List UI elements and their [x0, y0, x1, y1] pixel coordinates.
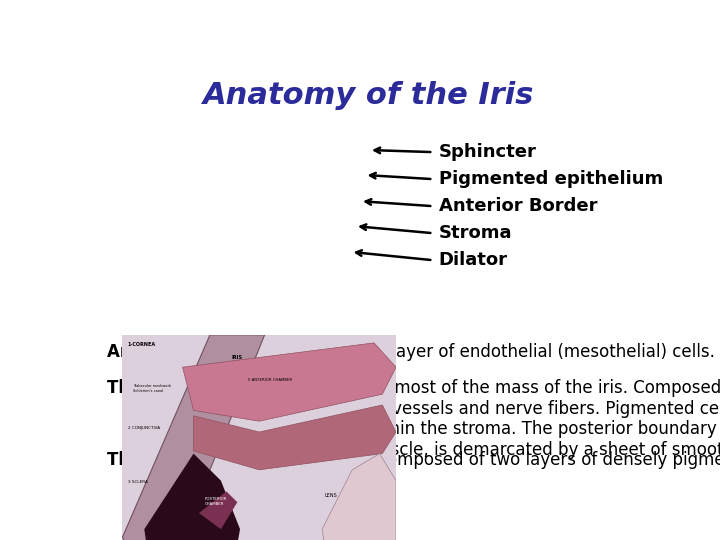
Polygon shape — [122, 335, 265, 540]
Polygon shape — [194, 405, 396, 470]
Polygon shape — [183, 343, 396, 421]
Text: Anterior Border-: Anterior Border- — [107, 343, 261, 361]
Text: 2 CONJUNCTIVA: 2 CONJUNCTIVA — [128, 426, 160, 430]
Text: The pigmented epithelium: The pigmented epithelium — [107, 451, 354, 469]
Text: LENS: LENS — [325, 493, 338, 498]
Polygon shape — [322, 454, 396, 540]
Text: Anterior Border: Anterior Border — [438, 197, 598, 215]
Polygon shape — [199, 491, 238, 529]
Text: Trabecular meshwork
Schlemm's canal: Trabecular meshwork Schlemm's canal — [133, 384, 171, 393]
Text: Anatomy of the Iris: Anatomy of the Iris — [203, 82, 535, 111]
Polygon shape — [144, 454, 240, 540]
Text: 5 ANTERIOR CHAMBER: 5 ANTERIOR CHAMBER — [248, 377, 292, 382]
Text: is composed of two layers of densely pigmented cells.: is composed of two layers of densely pig… — [354, 451, 720, 469]
Text: An incomplete layer of endothelial (mesothelial) cells.: An incomplete layer of endothelial (meso… — [261, 343, 715, 361]
Text: 3 SCLERA: 3 SCLERA — [128, 480, 148, 484]
Text: Pigmented epithelium: Pigmented epithelium — [438, 170, 663, 188]
Text: POSTERIOR
CHAMBER: POSTERIOR CHAMBER — [204, 497, 227, 506]
Text: IRIS: IRIS — [232, 355, 243, 360]
Text: 1-CORNEA: 1-CORNEA — [128, 342, 156, 347]
Text: Stroma: Stroma — [438, 224, 512, 242]
Text: The Irideal Stroma: The Irideal Stroma — [107, 379, 281, 397]
Text: Dilator: Dilator — [438, 251, 508, 269]
Text: Sphincter: Sphincter — [438, 143, 536, 161]
Text: accounts for most of the mass of the iris. Composed of connective
tissue, blood : accounts for most of the mass of the iri… — [281, 379, 720, 459]
